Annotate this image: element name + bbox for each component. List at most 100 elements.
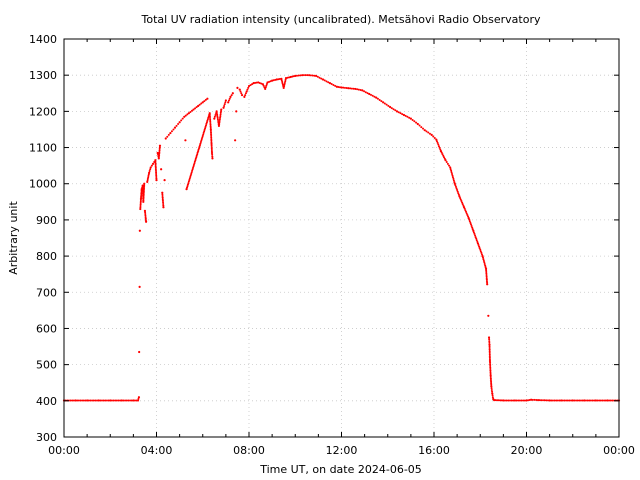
data-point-fill xyxy=(240,92,243,95)
data-point xyxy=(264,87,267,91)
data-point-fill xyxy=(496,399,499,402)
data-point-fill xyxy=(482,256,484,259)
data-point-fill xyxy=(425,130,428,133)
data-point-fill xyxy=(91,399,94,402)
data-point-fill xyxy=(81,399,84,402)
data-point xyxy=(187,112,190,115)
data-point-fill xyxy=(488,353,491,356)
data-point xyxy=(215,110,218,113)
data-point-fill xyxy=(387,104,390,107)
data-point-fill xyxy=(477,244,480,247)
data-point xyxy=(247,84,251,88)
data-point-fill xyxy=(198,145,201,148)
data-point-fill xyxy=(180,119,183,122)
data-point-fill xyxy=(158,149,161,152)
data-point-fill xyxy=(437,143,440,146)
data-point-fill xyxy=(490,383,493,386)
data-point xyxy=(328,82,332,85)
data-point-fill xyxy=(202,133,205,136)
data-point-fill xyxy=(404,114,407,117)
data-point-fill xyxy=(244,92,247,95)
data-point xyxy=(142,200,145,203)
data-point-fill xyxy=(450,169,453,172)
data-point-fill xyxy=(609,399,612,402)
data-point xyxy=(209,128,212,131)
data-point-fill xyxy=(297,74,300,77)
data-point xyxy=(423,129,426,132)
data-point xyxy=(493,398,496,402)
data-point-fill xyxy=(205,122,208,125)
data-point-fill xyxy=(459,196,462,199)
y-tick-label: 1300 xyxy=(29,69,57,82)
data-point-fill xyxy=(115,399,118,402)
x-tick-label: 20:00 xyxy=(511,444,543,457)
data-point-fill xyxy=(371,94,374,97)
data-point-fill xyxy=(215,111,218,114)
data-point-fill xyxy=(596,399,599,402)
data-point-fill xyxy=(489,377,492,380)
data-point-fill xyxy=(599,399,602,402)
data-point-fill xyxy=(144,211,147,214)
data-point-fill xyxy=(474,234,477,237)
data-point xyxy=(525,399,528,402)
data-point-fill xyxy=(155,172,158,175)
data-point-fill xyxy=(161,194,164,197)
data-point xyxy=(335,85,338,88)
data-point-fill xyxy=(456,189,459,192)
data-point-fill xyxy=(194,157,197,160)
data-point-fill xyxy=(332,83,335,86)
data-point xyxy=(488,343,491,346)
data-point-fill xyxy=(486,281,489,284)
data-point xyxy=(489,374,492,377)
data-point-fill xyxy=(197,150,200,153)
data-point xyxy=(481,254,484,258)
data-point-fill xyxy=(455,187,458,190)
data-point-fill xyxy=(451,174,454,177)
data-point-fill xyxy=(210,134,213,137)
data-point-fill xyxy=(531,398,534,401)
data-point-fill xyxy=(390,107,393,110)
data-point-fill xyxy=(485,275,488,278)
data-point-fill xyxy=(218,121,221,124)
data-point xyxy=(245,90,248,93)
data-point-fill xyxy=(204,127,207,130)
y-tick-label: 700 xyxy=(36,286,57,299)
data-point xyxy=(472,229,475,232)
y-tick-label: 400 xyxy=(36,395,57,408)
data-point-fill xyxy=(192,166,195,169)
data-point-fill xyxy=(194,159,197,162)
data-point-fill xyxy=(210,136,213,139)
data-point xyxy=(375,96,378,99)
data-point-fill xyxy=(158,147,161,150)
data-point xyxy=(208,112,211,115)
data-point xyxy=(513,399,517,402)
data-point-fill xyxy=(216,115,219,118)
data-point-fill xyxy=(452,179,455,182)
data-point-fill xyxy=(198,147,201,150)
data-point xyxy=(502,399,505,402)
data-point-fill xyxy=(144,216,147,219)
data-point xyxy=(234,139,237,142)
data-point xyxy=(178,121,181,124)
data-point-fill xyxy=(454,184,457,187)
data-point-fill xyxy=(584,399,587,402)
data-point-fill xyxy=(170,130,173,133)
data-point xyxy=(236,86,239,89)
data-point-fill xyxy=(219,116,222,119)
data-point xyxy=(210,142,213,146)
data-point xyxy=(275,78,278,81)
data-point-fill xyxy=(140,191,143,194)
data-point-fill xyxy=(107,399,110,402)
data-point xyxy=(486,283,489,286)
data-point-fill xyxy=(488,345,491,348)
data-point-fill xyxy=(209,121,212,124)
data-point-fill xyxy=(406,115,409,118)
data-point-fill xyxy=(105,399,108,402)
data-point-fill xyxy=(512,399,515,402)
data-point xyxy=(143,209,147,212)
data-point-fill xyxy=(162,204,165,207)
data-point-fill xyxy=(155,171,158,174)
data-point xyxy=(435,138,438,141)
data-point-fill xyxy=(593,399,596,402)
data-point-fill xyxy=(603,399,606,402)
